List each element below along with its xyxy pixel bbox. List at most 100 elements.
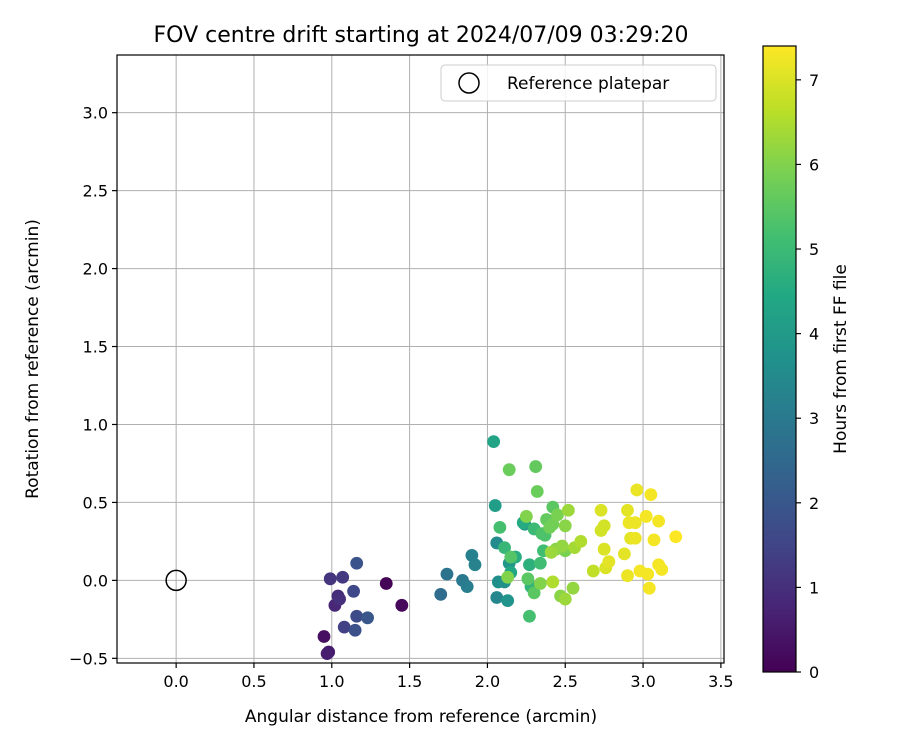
colorbar-frame [762, 45, 797, 673]
scatter-point [621, 569, 634, 583]
y-tick-label: 2.5 [83, 182, 108, 201]
colorbar-tick-label: 0 [809, 663, 819, 682]
colorbar-tick-label: 5 [809, 240, 819, 259]
scatter-point [379, 577, 393, 590]
scatter-point [630, 483, 644, 497]
scatter-point [395, 598, 409, 612]
y-tick-label: −0.5 [69, 649, 108, 668]
chart-title: FOV centre drift starting at 2024/07/09 … [154, 23, 689, 48]
x-tick-label: 1.0 [319, 672, 344, 691]
x-tick-label: 3.0 [630, 672, 655, 691]
x-axis-ticks: 0.0 0.5 1.0 1.5 2.0 2.5 3.0 3.5 [163, 663, 734, 691]
scatter-point [350, 556, 364, 570]
scatter-point [527, 586, 541, 600]
y-tick-label: 3.0 [83, 104, 108, 123]
legend-label: Reference platepar [507, 74, 669, 94]
y-tick-label: 0.0 [83, 571, 108, 590]
scatter-point [558, 519, 572, 533]
scatter-point [628, 516, 642, 530]
scatter-point [317, 630, 331, 643]
reference-platepar-marker [165, 569, 187, 592]
scatter-point [488, 499, 502, 512]
x-tick-label: 1.5 [397, 672, 422, 691]
colorbar-label: Hours from first FF file [831, 264, 851, 454]
x-tick-label: 2.0 [475, 672, 500, 691]
scatter-point [597, 542, 611, 556]
scatter-point [641, 567, 655, 581]
x-tick-label: 3.5 [708, 672, 733, 691]
scatter-point [323, 572, 337, 586]
scatter-point [493, 520, 507, 534]
y-tick-label: 1.0 [83, 415, 108, 434]
legend-open-circle-marker [458, 72, 480, 94]
scatter-point [642, 581, 656, 595]
scatter-point [434, 588, 448, 601]
scatter-point [336, 570, 350, 584]
colorbar-gradient [763, 46, 796, 672]
colorbar-ticks: 0 1 2 3 4 5 6 7 [796, 71, 819, 682]
y-tick-label: 1.5 [83, 338, 108, 357]
reference-marker-layer [165, 569, 187, 592]
scatter-point [529, 460, 543, 473]
scatter-point [490, 591, 504, 604]
scatter-point [594, 503, 608, 517]
scatter-point [597, 519, 611, 533]
scatter-point [333, 592, 346, 606]
scatter-points [317, 435, 683, 661]
legend: Reference platepar [440, 64, 717, 102]
scatter-point [546, 575, 560, 589]
scatter-point [460, 580, 474, 594]
colorbar-tick-label: 1 [809, 578, 819, 597]
colorbar: 0 1 2 3 4 5 6 7 Hours from first FF file [762, 45, 851, 682]
colorbar-tick-label: 6 [809, 155, 819, 174]
y-tick-label: 0.5 [83, 493, 108, 512]
scatter-point [468, 558, 482, 572]
scatter-point [504, 550, 518, 564]
scatter-point [337, 620, 351, 634]
grid-lines [117, 55, 724, 663]
x-tick-label: 0.5 [241, 672, 266, 691]
colorbar-tick-label: 3 [809, 409, 819, 428]
scatter-point [502, 463, 516, 477]
scatter-point [566, 581, 580, 595]
scatter-point [551, 508, 564, 522]
scatter-point [558, 592, 572, 606]
scatter-point [621, 503, 634, 517]
scatter-point [530, 485, 544, 498]
y-axis-ticks: −0.5 0.0 0.5 1.0 1.5 2.0 2.5 3.0 [69, 104, 117, 668]
scatter-point [544, 545, 558, 559]
scatter-point [440, 567, 454, 581]
scatter-point [602, 555, 616, 569]
scatter-point [501, 594, 515, 608]
scatter-point [519, 510, 533, 523]
scatter-point [639, 510, 653, 523]
plot-frame [116, 54, 725, 664]
scatter-point [669, 530, 683, 544]
scatter-point [348, 623, 362, 637]
legend-box [440, 64, 717, 102]
scatter-point [501, 570, 515, 584]
colorbar-tick-label: 2 [809, 494, 819, 513]
scatter-point [487, 435, 501, 449]
scatter-point [347, 584, 360, 598]
scatter-point [320, 647, 334, 661]
scatter-point [561, 503, 575, 517]
scatter-point [523, 558, 536, 572]
scatter-point [523, 609, 536, 623]
scatter-point [628, 531, 642, 545]
scatter-point [617, 547, 631, 561]
scatter-point [533, 556, 547, 570]
colorbar-tick-label: 7 [809, 71, 819, 90]
scatter-point [361, 611, 374, 625]
scatter-point [647, 533, 661, 547]
scatter-point [350, 609, 364, 623]
scatter-point [533, 577, 547, 590]
x-tick-label: 2.5 [553, 672, 578, 691]
y-axis-label: Rotation from reference (arcmin) [23, 219, 43, 499]
scatter-point [498, 541, 511, 555]
scatter-point [644, 488, 658, 502]
scatter-point [574, 535, 588, 548]
scatter-point [652, 514, 666, 528]
scatter-point [555, 539, 569, 553]
